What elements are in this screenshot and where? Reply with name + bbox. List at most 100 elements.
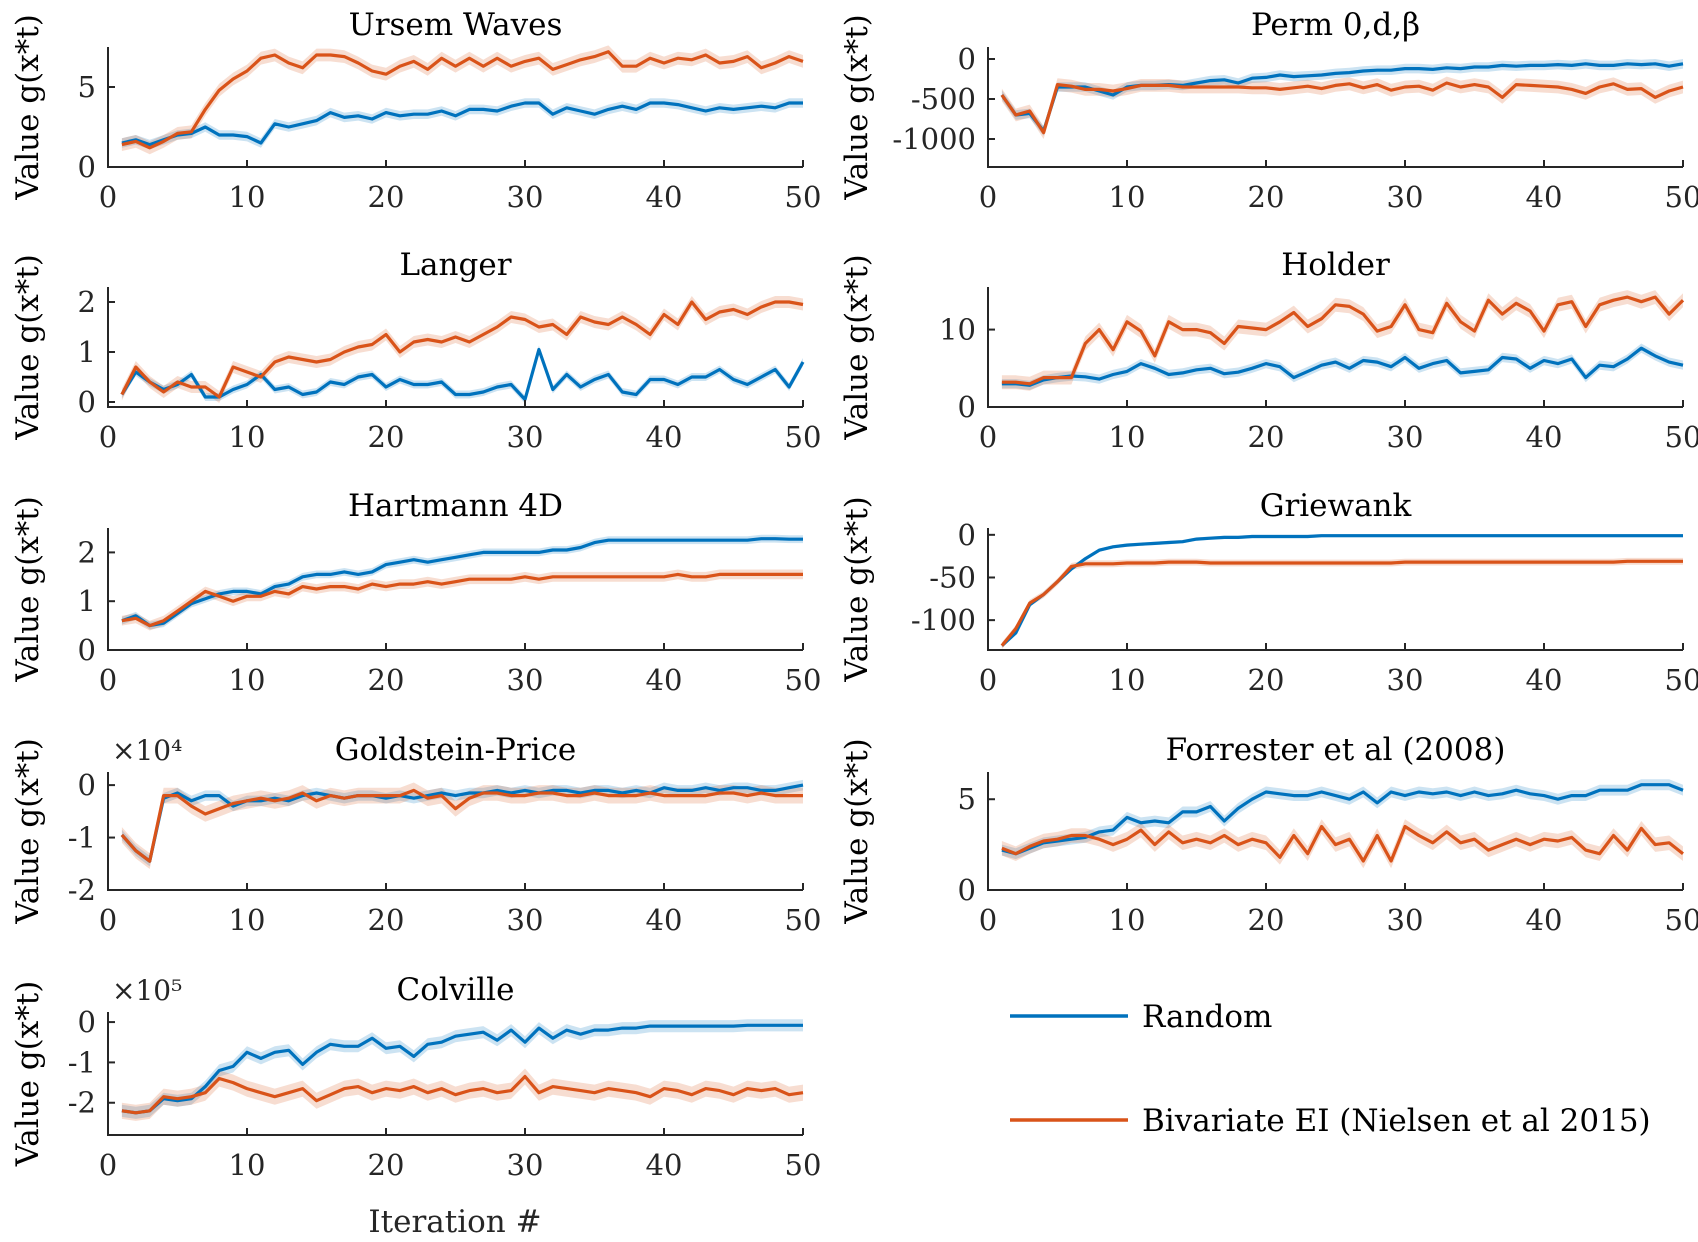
x-tick-label: 0: [979, 903, 997, 937]
y-tick-label: 1: [78, 584, 96, 618]
x-tick-label: 10: [229, 903, 266, 937]
x-tick-label: 30: [1387, 420, 1424, 454]
x-tick-label: 20: [1248, 180, 1285, 214]
band-random: [121, 1019, 803, 1119]
chart-title: Colville: [397, 972, 515, 1008]
band-bivariate-ei-nielsen-et-al-2015: [1001, 819, 1683, 869]
x-tick-label: 30: [507, 663, 544, 697]
x-tick-label: 0: [99, 420, 117, 454]
band-random: [121, 534, 803, 630]
x-tick-label: 20: [368, 1148, 405, 1182]
y-tick-label: 0: [958, 873, 976, 907]
chart-forrester-et-al-2008: 0 10 20 30 40 50 0 5 Forrester et al (2008) Value…: [839, 732, 1698, 937]
chart-griewank: 0 10 20 30 40 50 0 -50 -100 Griewank Value g(x*t): [839, 488, 1698, 697]
y-tick-label: 1: [78, 335, 96, 369]
x-tick-label: 30: [507, 420, 544, 454]
series-line-bivariate-ei-nielsen-et-al-2015: [120, 788, 803, 863]
chart-title: Perm 0,d,β: [1251, 7, 1420, 43]
series-line-bivariate-ei-nielsen-et-al-2015: [1001, 295, 1685, 386]
y-axis-label: Value g(x*t): [10, 738, 46, 925]
y-axis-label: Value g(x*t): [10, 981, 46, 1168]
y-tick-label: -1: [68, 821, 96, 855]
x-tick-label: 40: [1526, 903, 1563, 937]
x-tick-label: 40: [646, 903, 683, 937]
y-tick-label: 0: [78, 150, 96, 184]
series-line-random: [120, 783, 804, 863]
axis-multiplier: ×10⁵: [112, 974, 182, 1007]
x-tick-label: 0: [99, 1148, 117, 1182]
x-tick-label: 20: [368, 180, 405, 214]
series-line-bivariate-ei-nielsen-et-al-2015: [120, 300, 804, 399]
x-tick-label: 40: [646, 420, 683, 454]
series-line-random: [1000, 534, 1683, 647]
x-tick-label: 0: [99, 180, 117, 214]
x-tick-label: 10: [229, 420, 266, 454]
y-tick-label: 0: [958, 390, 976, 424]
y-tick-label: 0: [78, 1005, 96, 1039]
y-tick-label: 0: [958, 518, 976, 552]
series-line-bivariate-ei-nielsen-et-al-2015: [121, 1074, 804, 1115]
x-axis-label: Iteration #: [368, 1204, 541, 1240]
legend: Random Bivariate EI (Nielsen et al 2015): [1010, 999, 1651, 1139]
y-tick-label: -1000: [892, 122, 976, 156]
series-line-random: [1001, 346, 1684, 387]
y-tick-label: 0: [958, 42, 976, 76]
x-tick-label: 0: [979, 420, 997, 454]
x-tick-label: 50: [785, 420, 822, 454]
chart-hartmann-4d: 0 10 20 30 40 50 0 1 2 Hartmann 4D Value g(x*t): [10, 488, 821, 697]
x-tick-label: 40: [646, 663, 683, 697]
chart-perm-0-d: 0 10 20 30 40 50 0 -500 -1000 Perm 0,d,β Value g(x…: [839, 7, 1698, 214]
x-tick-label: 30: [1387, 180, 1424, 214]
x-tick-label: 10: [1109, 663, 1146, 697]
x-tick-label: 0: [979, 180, 997, 214]
band-bivariate-ei-nielsen-et-al-2015: [1001, 557, 1683, 650]
y-axis-label: Value g(x*t): [839, 738, 875, 925]
x-tick-label: 10: [1109, 420, 1146, 454]
y-axis-label: Value g(x*t): [839, 14, 875, 201]
y-axis-label: Value g(x*t): [10, 496, 46, 683]
series-line-bivariate-ei-nielsen-et-al-2015: [121, 50, 804, 150]
x-tick-label: 40: [1526, 420, 1563, 454]
x-tick-label: 20: [368, 420, 405, 454]
x-tick-label: 10: [1109, 903, 1146, 937]
x-tick-label: 30: [507, 1148, 544, 1182]
y-tick-label: 0: [78, 633, 96, 667]
y-tick-label: -500: [911, 82, 976, 116]
chart-title: Forrester et al (2008): [1166, 732, 1506, 768]
x-tick-label: 50: [1665, 663, 1698, 697]
chart-title: Ursem Waves: [349, 7, 563, 43]
legend-label-random: Random: [1142, 999, 1272, 1035]
band-bivariate-ei-nielsen-et-al-2015: [121, 569, 803, 631]
chart-ursem-waves: 0 10 20 30 40 50 0 5 Ursem Waves Value g(x*t): [10, 7, 821, 214]
x-tick-label: 50: [1665, 180, 1698, 214]
series-line-bivariate-ei-nielsen-et-al-2015: [1000, 559, 1683, 647]
y-tick-label: 10: [939, 313, 976, 347]
y-tick-label: -50: [929, 560, 976, 594]
x-tick-label: 20: [1248, 663, 1285, 697]
y-tick-label: 5: [78, 70, 96, 104]
x-tick-label: 50: [785, 663, 822, 697]
x-tick-label: 30: [507, 180, 544, 214]
y-tick-label: -2: [68, 1086, 96, 1120]
x-tick-label: 40: [1526, 663, 1563, 697]
y-axis-label: Value g(x*t): [10, 14, 46, 201]
x-tick-label: 0: [99, 663, 117, 697]
y-axis-label: Value g(x*t): [839, 496, 875, 683]
band-bivariate-ei-nielsen-et-al-2015: [121, 782, 803, 869]
chart-title: Langer: [399, 247, 511, 283]
legend-label-bivariate-ei-nielsen-et-al-2015: Bivariate EI (Nielsen et al 2015): [1142, 1103, 1651, 1139]
y-axis-label: Value g(x*t): [10, 254, 46, 441]
x-tick-label: 30: [1387, 663, 1424, 697]
x-tick-label: 40: [646, 1148, 683, 1182]
chart-langer: 0 10 20 30 40 50 0 1 2 Langer Value g(x*t): [10, 247, 821, 454]
y-tick-label: 5: [958, 782, 976, 816]
series-line-bivariate-ei-nielsen-et-al-2015: [121, 572, 803, 628]
x-tick-label: 50: [1665, 903, 1698, 937]
chart-title: Holder: [1281, 247, 1390, 283]
x-tick-label: 50: [785, 1148, 822, 1182]
y-tick-label: -100: [911, 603, 976, 637]
band-random: [1001, 779, 1683, 860]
band-bivariate-ei-nielsen-et-al-2015: [1001, 76, 1683, 139]
series-line-random: [121, 537, 803, 628]
chart-holder: 0 10 20 30 40 50 0 10 Holder Value g(x*t): [839, 247, 1698, 454]
